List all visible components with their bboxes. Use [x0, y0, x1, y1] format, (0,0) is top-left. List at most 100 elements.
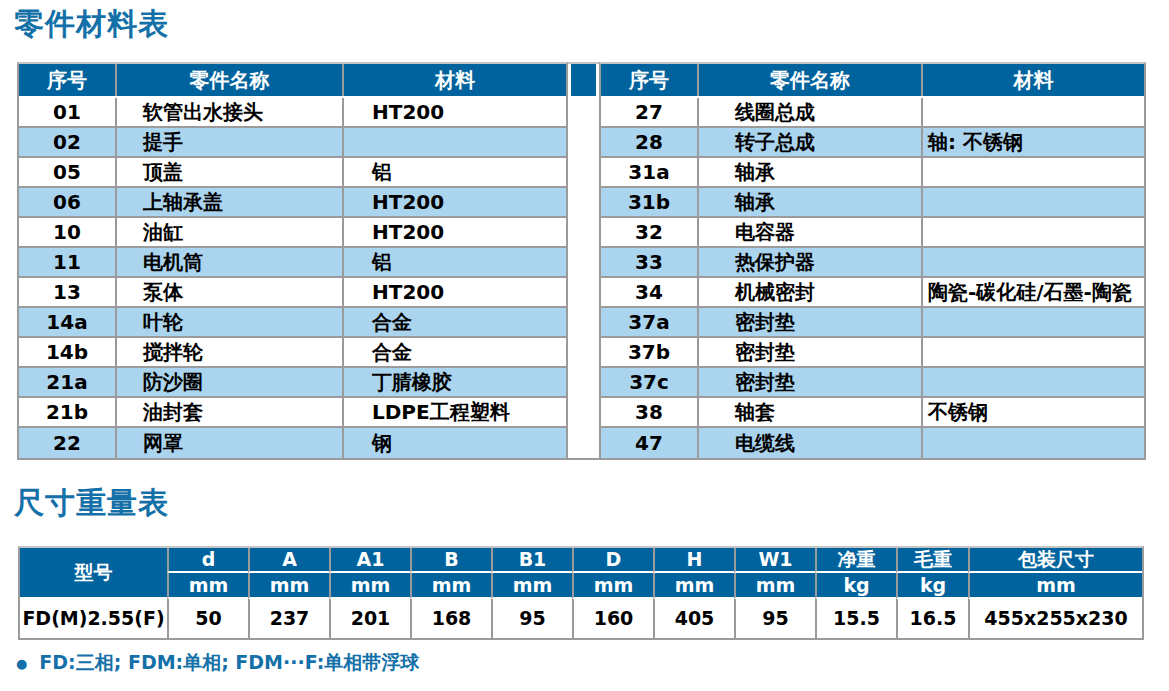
header-unit: mm [653, 573, 734, 599]
header-unit: kg [815, 573, 896, 599]
table-row: 47电缆线 [601, 428, 1144, 458]
cell-name: 叶轮 [115, 308, 342, 336]
table-row: 14b搅拌轮合金 [19, 338, 566, 368]
cell-material [342, 128, 566, 156]
cell-no: 13 [19, 278, 115, 306]
cell-name: 油封套 [115, 398, 342, 426]
cell-name: 油缸 [115, 218, 342, 246]
cell-value: 405 [653, 599, 734, 638]
cell-value: 201 [329, 599, 410, 638]
cell-value: 95 [734, 599, 815, 638]
table-row: 21b油封套LDPE工程塑料 [19, 398, 566, 428]
cell-no: 21a [19, 368, 115, 396]
table-row: 22网罩钢 [19, 428, 566, 458]
cell-name: 轴承 [697, 158, 921, 186]
cell-no: 14b [19, 338, 115, 366]
cell-material: HT200 [342, 218, 566, 246]
cell-no: 10 [19, 218, 115, 246]
cell-material: LDPE工程塑料 [342, 398, 566, 426]
cell-name: 软管出水接头 [115, 98, 342, 126]
parts-table-title: 零件材料表 [14, 4, 169, 45]
header-letter: B [410, 548, 491, 573]
cell-material [921, 158, 1144, 186]
table-row: 13泵体HT200 [19, 278, 566, 308]
cell-no: 01 [19, 98, 115, 126]
cell-no: 06 [19, 188, 115, 216]
cell-no: 02 [19, 128, 115, 156]
cell-material [921, 98, 1144, 126]
footnote: ● FD:三相; FDM:单相; FDM···F:单相带浮球 [16, 650, 419, 676]
cell-name: 轴套 [697, 398, 921, 426]
page: 零件材料表 序号 零件名称 材料 01软管出水接头HT200 02提手 05顶盖… [0, 0, 1169, 691]
cell-name: 热保护器 [697, 248, 921, 276]
table-row: 31b轴承 [601, 188, 1144, 218]
header-letter: D [572, 548, 653, 573]
cell-name: 密封垫 [697, 368, 921, 396]
cell-name: 上轴承盖 [115, 188, 342, 216]
header-letter: 毛重 [896, 548, 968, 573]
cell-no: 27 [601, 98, 697, 126]
table-row: 27线圈总成 [601, 98, 1144, 128]
cell-no: 31b [601, 188, 697, 216]
cell-no: 38 [601, 398, 697, 426]
parts-right-header-row: 序号 零件名称 材料 [601, 64, 1144, 98]
table-row: 37c密封垫 [601, 368, 1144, 398]
cell-material [921, 428, 1144, 458]
dims-table-title: 尺寸重量表 [14, 483, 169, 524]
header-letter: B1 [491, 548, 572, 573]
dimensions-weight-table: 型号 d A A1 B B1 D H W1 净重 毛重 包装尺寸 mm mm m… [18, 546, 1144, 640]
cell-material: HT200 [342, 98, 566, 126]
cell-no: 05 [19, 158, 115, 186]
header-letter: d [167, 548, 248, 573]
cell-name: 提手 [115, 128, 342, 156]
cell-material: 不锈钢 [921, 398, 1144, 426]
cell-no: 11 [19, 248, 115, 276]
table-separator [568, 62, 599, 460]
table-row: 37a密封垫 [601, 308, 1144, 338]
header-name: 零件名称 [115, 64, 342, 96]
cell-material: 合金 [342, 308, 566, 336]
table-row: 28转子总成轴: 不锈钢 [601, 128, 1144, 158]
cell-name: 顶盖 [115, 158, 342, 186]
cell-material [921, 338, 1144, 366]
table-row: 05顶盖铝 [19, 158, 566, 188]
header-no: 序号 [19, 64, 115, 96]
footnote-text: FD:三相; FDM:单相; FDM···F:单相带浮球 [39, 650, 419, 676]
table-row: 01软管出水接头HT200 [19, 98, 566, 128]
cell-name: 密封垫 [697, 338, 921, 366]
cell-no: 37a [601, 308, 697, 336]
cell-no: 32 [601, 218, 697, 246]
cell-material: 铝 [342, 158, 566, 186]
cell-name: 电缆线 [697, 428, 921, 458]
header-unit: mm [968, 573, 1142, 599]
cell-value: 16.5 [896, 599, 968, 638]
table-row: 34机械密封陶瓷-碳化硅/石墨-陶瓷 [601, 278, 1144, 308]
header-letter: W1 [734, 548, 815, 573]
table-row: 14a叶轮合金 [19, 308, 566, 338]
cell-name: 网罩 [115, 428, 342, 458]
table-row: 06上轴承盖HT200 [19, 188, 566, 218]
cell-name: 泵体 [115, 278, 342, 306]
cell-value: 455x255x230 [968, 599, 1142, 638]
cell-material: 铝 [342, 248, 566, 276]
cell-model: FD(M)2.55(F) [20, 599, 167, 638]
header-letter: 净重 [815, 548, 896, 573]
cell-no: 14a [19, 308, 115, 336]
cell-material: 丁腈橡胶 [342, 368, 566, 396]
cell-name: 电机筒 [115, 248, 342, 276]
header-unit: mm [329, 573, 410, 599]
cell-no: 37c [601, 368, 697, 396]
table-row: 37b密封垫 [601, 338, 1144, 368]
header-unit: mm [167, 573, 248, 599]
table-row: 31a轴承 [601, 158, 1144, 188]
cell-no: 31a [601, 158, 697, 186]
cell-material [921, 248, 1144, 276]
cell-material: 轴: 不锈钢 [921, 128, 1144, 156]
cell-material: HT200 [342, 188, 566, 216]
cell-value: 95 [491, 599, 572, 638]
cell-no: 37b [601, 338, 697, 366]
header-material: 材料 [921, 64, 1144, 96]
header-unit: mm [734, 573, 815, 599]
parts-left-header-row: 序号 零件名称 材料 [19, 64, 566, 98]
cell-material [921, 188, 1144, 216]
